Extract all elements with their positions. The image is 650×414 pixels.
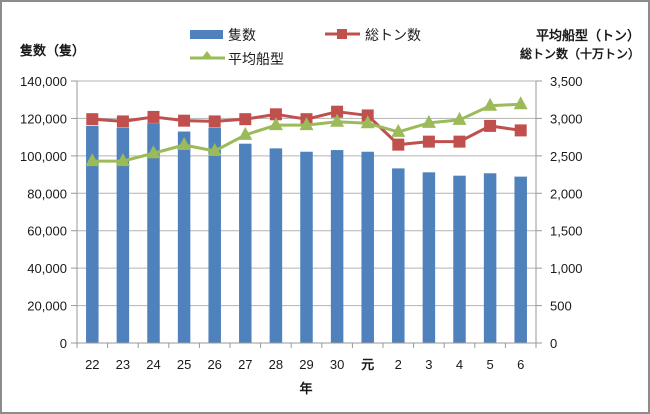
right-tick-label: 0: [550, 336, 557, 351]
triangle-marker-icon: [299, 117, 314, 131]
triangle-marker-icon: [146, 145, 161, 159]
triangle-marker-icon: [421, 114, 436, 128]
bar: [330, 150, 344, 343]
left-axis-title: 隻数（隻）: [19, 43, 85, 59]
x-tick-label: 6: [517, 357, 524, 372]
line-series: [85, 96, 528, 167]
right-tick-label: 1,000: [550, 261, 583, 276]
bar: [86, 125, 99, 344]
left-tick-label: 0: [60, 336, 67, 351]
legend-triangle-marker-icon: [201, 51, 213, 59]
bar: [422, 172, 436, 343]
x-axis-title: 年: [299, 381, 312, 397]
x-tick-label: 元: [361, 358, 374, 373]
right-tick-label: 2,000: [550, 186, 583, 201]
triangle-marker-icon: [513, 96, 528, 110]
x-tick-label: 30: [330, 357, 344, 372]
x-tick-label: 24: [146, 357, 160, 372]
square-marker-icon: [422, 135, 435, 148]
bar: [208, 127, 221, 344]
x-tick-label: 27: [238, 357, 252, 372]
bar: [453, 175, 466, 343]
legend-label: 隻数: [228, 28, 256, 44]
x-tick-label: 3: [425, 357, 432, 372]
right-axis-title-avg: 平均船型（トン）: [536, 28, 640, 44]
square-marker-icon: [269, 108, 282, 121]
left-tick-label: 100,000: [20, 149, 67, 164]
triangle-marker-icon: [268, 117, 283, 131]
bar: [269, 148, 283, 343]
square-marker-icon: [147, 110, 160, 123]
square-marker-icon: [514, 124, 527, 137]
legend-item-avg-size[interactable]: 平均船型: [190, 51, 284, 68]
tick-labels: 0 0 20,000 500 40,000 1,000 60,000 1,500 80,000 2…: [20, 74, 583, 373]
triangle-marker-icon: [207, 142, 222, 156]
legend-square-marker-icon: [337, 29, 347, 39]
bar: [514, 176, 527, 343]
square-marker-icon: [116, 115, 129, 128]
right-tick-label: 3,500: [550, 74, 583, 89]
legend-label: 総トン数: [365, 28, 421, 44]
x-tick-label: 28: [269, 357, 283, 372]
legend-bar-swatch-icon: [190, 30, 223, 39]
square-marker-icon: [86, 113, 99, 126]
right-axis-title-total: 総トン数（十万トン）: [520, 46, 640, 61]
x-tick-label: 4: [456, 357, 463, 372]
x-tick-label: 29: [299, 357, 313, 372]
left-tick-label: 40,000: [27, 261, 67, 276]
square-marker-icon: [331, 105, 344, 118]
x-tick-label: 2: [395, 357, 402, 372]
x-tick-label: 22: [85, 357, 99, 372]
x-tick-label: 5: [486, 357, 493, 372]
square-marker-icon: [392, 138, 405, 151]
left-tick-label: 140,000: [20, 74, 67, 89]
left-tick-label: 60,000: [27, 224, 67, 239]
legend-item-total-tonnage[interactable]: 総トン数: [325, 28, 421, 44]
bar-series-count: [86, 123, 527, 344]
triangle-marker-icon: [360, 115, 375, 129]
square-marker-icon: [484, 119, 497, 132]
triangle-marker-icon: [115, 153, 130, 167]
legend-label: 平均船型: [228, 52, 284, 68]
left-tick-label: 120,000: [20, 111, 67, 126]
square-marker-icon: [453, 135, 466, 148]
right-tick-label: 500: [550, 299, 572, 314]
square-marker-icon: [178, 114, 191, 127]
triangle-marker-icon: [483, 97, 498, 111]
bar: [392, 168, 405, 343]
right-tick-label: 3,000: [550, 111, 583, 126]
triangle-marker-icon: [330, 113, 345, 127]
x-tick-label: 23: [116, 357, 130, 372]
bar: [177, 131, 191, 343]
axes: [71, 80, 542, 348]
x-tick-label: 25: [177, 357, 191, 372]
legend: 隻数 総トン数 平均船型: [190, 28, 421, 68]
square-marker-icon: [239, 113, 252, 126]
bar: [116, 127, 130, 344]
legend-item-count[interactable]: 隻数: [190, 28, 256, 44]
triangle-marker-icon: [238, 126, 253, 140]
bar: [483, 173, 497, 343]
right-tick-label: 1,500: [550, 224, 583, 239]
left-tick-label: 20,000: [27, 299, 67, 314]
left-tick-label: 80,000: [27, 186, 67, 201]
bar: [361, 151, 374, 343]
triangle-marker-icon: [391, 123, 406, 137]
x-tick-label: 26: [207, 357, 221, 372]
bar: [300, 151, 313, 343]
right-tick-label: 2,500: [550, 149, 583, 164]
square-marker-icon: [208, 115, 221, 128]
bar: [147, 123, 160, 343]
triangle-marker-icon: [452, 111, 467, 125]
triangle-marker-icon: [85, 153, 100, 167]
bar: [239, 143, 252, 343]
triangle-marker-icon: [177, 137, 192, 151]
